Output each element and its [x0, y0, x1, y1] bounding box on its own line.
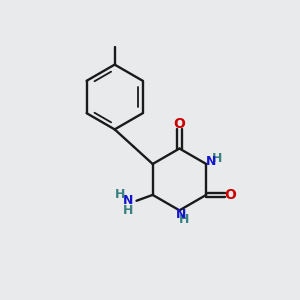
Text: N: N [206, 155, 217, 168]
Text: H: H [179, 213, 189, 226]
Text: N: N [123, 194, 134, 207]
Text: N: N [176, 208, 186, 221]
Text: H: H [115, 188, 125, 201]
Text: H: H [123, 204, 134, 217]
Text: O: O [173, 117, 185, 131]
Text: O: O [224, 188, 236, 202]
Text: H: H [212, 152, 223, 165]
